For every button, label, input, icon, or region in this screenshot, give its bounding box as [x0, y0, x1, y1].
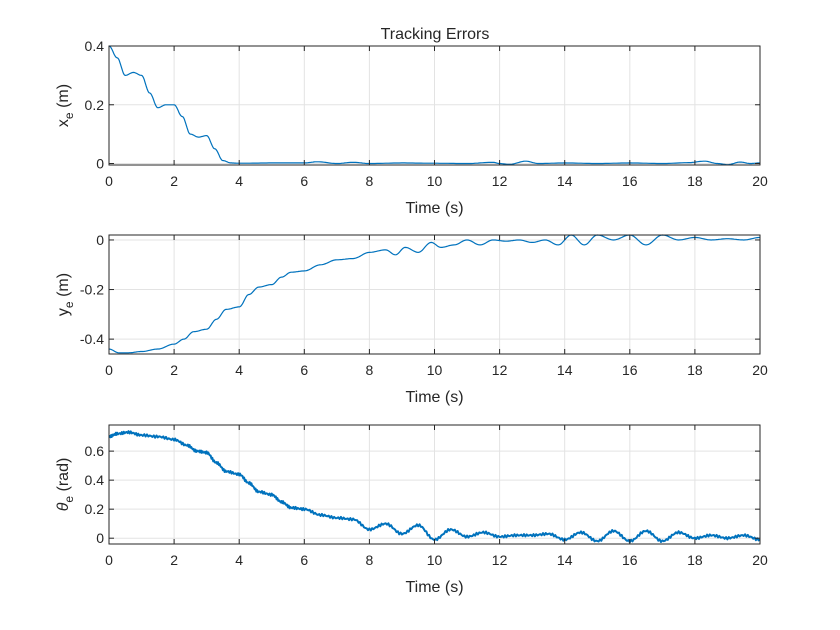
x-tick-label: 18 [687, 173, 703, 189]
x-tick-label: 4 [235, 362, 243, 378]
x-tick-label: 10 [427, 362, 443, 378]
x-tick-label: 12 [492, 173, 508, 189]
y-tick-label: 0 [96, 232, 104, 248]
x-tick-label: 12 [492, 362, 508, 378]
x-tick-label: 14 [557, 362, 573, 378]
x-tick-label: 2 [170, 552, 178, 568]
y-tick-label: -0.2 [80, 282, 104, 298]
chart-title: Tracking Errors [381, 26, 490, 43]
subplot-xe: 0 2 4 6 8 10 12 14 16 18 20 0 0.2 0.4 Time (s) xe (m) [55, 38, 768, 217]
y-tick-label: 0 [96, 156, 104, 172]
x-tick-label: 0 [105, 362, 113, 378]
x-tick-label: 16 [622, 362, 638, 378]
y-axis-label: ye (m) [55, 273, 76, 316]
x-tick-label: 4 [235, 173, 243, 189]
x-tick-label: 16 [622, 552, 638, 568]
series-line-xe [108, 45, 761, 166]
x-tick-label: 20 [752, 552, 768, 568]
x-tick-label: 2 [170, 173, 178, 189]
x-tick-label: 0 [105, 173, 113, 189]
y-axis-label: θe (rad) [55, 458, 76, 512]
y-tick-label: 0.2 [85, 97, 105, 113]
y-tick-label: 0 [96, 530, 104, 546]
x-tick-label: 20 [752, 173, 768, 189]
x-tick-label: 12 [492, 552, 508, 568]
x-axis-label: Time (s) [405, 389, 463, 406]
y-tick-label: 0.2 [85, 501, 105, 517]
x-tick-label: 10 [427, 552, 443, 568]
x-tick-label: 6 [300, 362, 308, 378]
x-tick-label: 14 [557, 552, 573, 568]
x-tick-label: 18 [687, 362, 703, 378]
x-tick-label: 8 [366, 173, 374, 189]
series-line-theta [108, 430, 761, 544]
x-tick-label: 6 [300, 173, 308, 189]
x-tick-label: 4 [235, 552, 243, 568]
x-tick-label: 2 [170, 362, 178, 378]
x-tick-label: 14 [557, 173, 573, 189]
x-tick-label: 16 [622, 173, 638, 189]
x-tick-label: 18 [687, 552, 703, 568]
y-tick-label: 0.4 [85, 472, 105, 488]
x-tick-label: 0 [105, 552, 113, 568]
x-tick-label: 8 [366, 362, 374, 378]
subplot-theta: 0 2 4 6 8 10 12 14 16 18 20 0 0.2 0.4 0.6 Time (s) θe (r… [55, 424, 768, 596]
x-tick-label: 20 [752, 362, 768, 378]
x-axis-label: Time (s) [405, 579, 463, 596]
x-tick-label: 10 [427, 173, 443, 189]
y-tick-label: -0.4 [80, 331, 104, 347]
x-axis-label: Time (s) [405, 200, 463, 217]
x-tick-label: 8 [366, 552, 374, 568]
y-axis-label: xe (m) [55, 84, 76, 127]
subplot-ye: 0 2 4 6 8 10 12 14 16 18 20 -0.4 -0.2 0 Time (s) ye (m) [55, 232, 768, 406]
y-tick-label: 0.6 [85, 443, 105, 459]
x-tick-label: 6 [300, 552, 308, 568]
y-tick-label: 0.4 [85, 38, 105, 54]
